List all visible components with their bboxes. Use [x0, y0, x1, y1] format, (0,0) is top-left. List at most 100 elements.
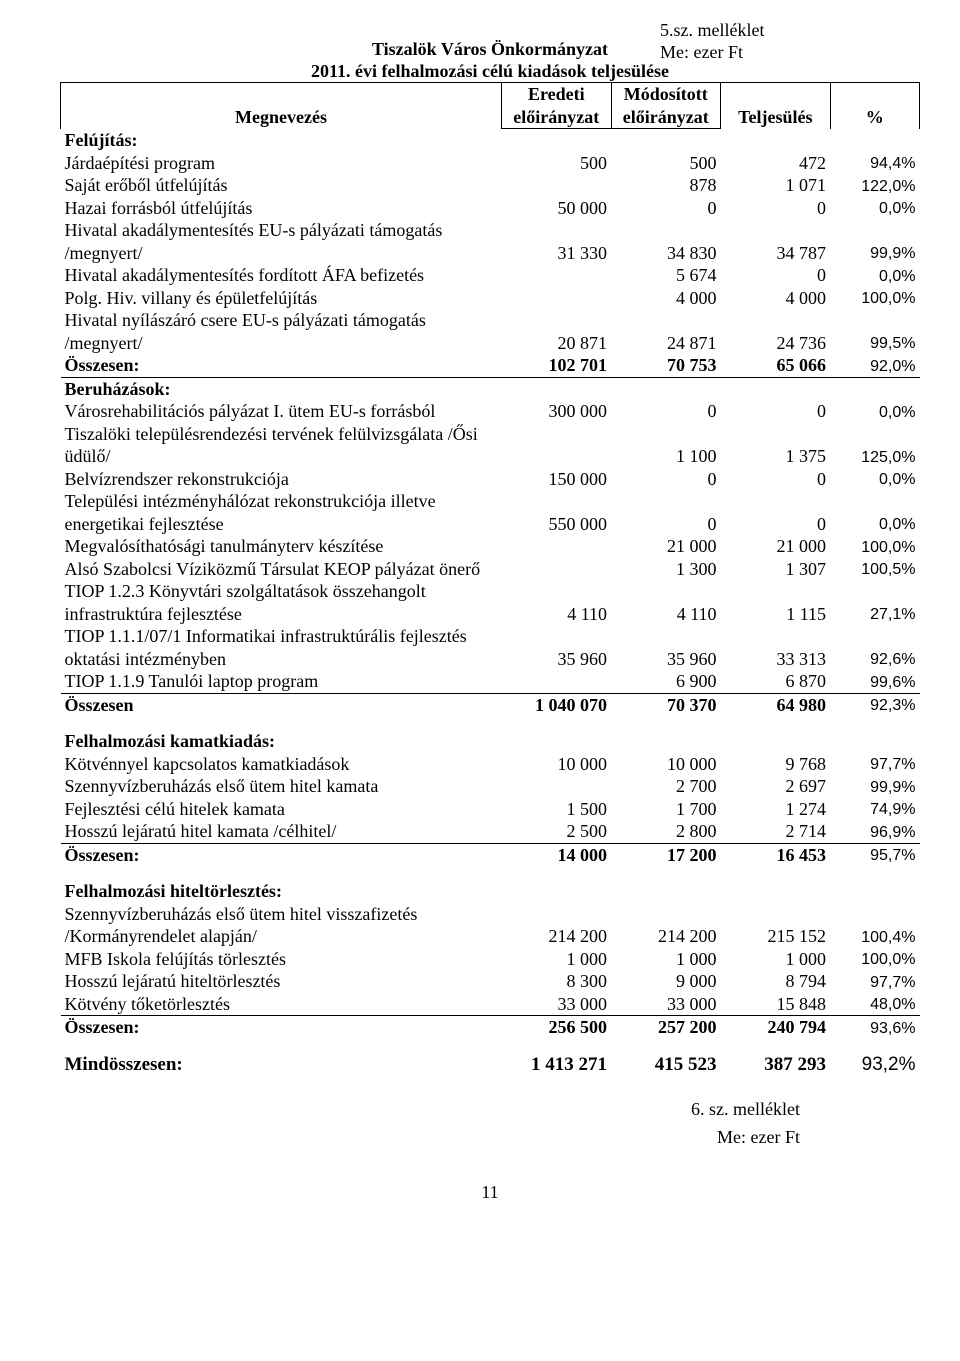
data-row: TIOP 1.2.3 Könyvtári szolgáltatások össz… [61, 580, 920, 625]
row-value: 70 753 [611, 354, 721, 377]
row-value: 0 [611, 197, 721, 220]
col-header-fulfilment: Teljesülés [721, 83, 831, 129]
row-label: Alsó Szabolcsi Víziközmű Társulat KEOP p… [61, 558, 502, 581]
row-value: 35 960 [502, 625, 612, 670]
row-percent: 99,5% [830, 309, 919, 354]
row-value: 65 066 [721, 354, 831, 377]
row-label: TIOP 1.1.1/07/1 Informatikai infrastrukt… [61, 625, 502, 670]
row-percent: 100,5% [830, 558, 919, 581]
row-percent: 92,0% [830, 354, 919, 377]
row-value: 8 300 [502, 970, 612, 993]
row-value: 257 200 [611, 1016, 721, 1039]
row-label: Kötvénnyel kapcsolatos kamatkiadások [61, 753, 502, 776]
row-label: Összesen: [61, 843, 502, 866]
row-value: 1 000 [502, 948, 612, 971]
row-value: 10 000 [611, 753, 721, 776]
row-value: 6 900 [611, 670, 721, 693]
section-title-row: Beruházások: [61, 377, 920, 400]
row-label: TIOP 1.2.3 Könyvtári szolgáltatások össz… [61, 580, 502, 625]
row-label: Polg. Hiv. villany és épületfelújítás [61, 287, 502, 310]
row-value: 9 768 [721, 753, 831, 776]
section-title: Felhalmozási hiteltörlesztés: [61, 880, 920, 903]
row-value [502, 287, 612, 310]
row-percent: 97,7% [830, 753, 919, 776]
row-percent: 93,2% [830, 1053, 919, 1077]
row-value: 31 330 [502, 219, 612, 264]
row-value: 35 960 [611, 625, 721, 670]
row-value: 34 830 [611, 219, 721, 264]
row-value: 20 871 [502, 309, 612, 354]
sum-row: Összesen1 040 07070 37064 98092,3% [61, 693, 920, 716]
row-percent: 0,0% [830, 197, 919, 220]
sum-row: Összesen:14 00017 20016 45395,7% [61, 843, 920, 866]
section-title-row: Felújítás: [61, 129, 920, 152]
row-label: Belvízrendszer rekonstrukciója [61, 468, 502, 491]
data-row: Megvalósíthatósági tanulmányterv készíté… [61, 535, 920, 558]
row-value: 24 871 [611, 309, 721, 354]
row-percent: 99,9% [830, 219, 919, 264]
row-percent: 0,0% [830, 400, 919, 423]
row-value [502, 174, 612, 197]
row-label: TIOP 1.1.9 Tanulói laptop program [61, 670, 502, 693]
row-value: 300 000 [502, 400, 612, 423]
row-value: 1 274 [721, 798, 831, 821]
data-row: Alsó Szabolcsi Víziközmű Társulat KEOP p… [61, 558, 920, 581]
row-value: 472 [721, 152, 831, 175]
col-header-modified-1: Módosított [611, 83, 721, 106]
row-value: 33 000 [502, 993, 612, 1016]
row-value: 150 000 [502, 468, 612, 491]
col-header-original-2: előirányzat [502, 106, 612, 129]
row-value: 2 714 [721, 820, 831, 843]
budget-table: Megnevezés Eredeti Módosított Teljesülés… [60, 82, 920, 1076]
row-value: 240 794 [721, 1016, 831, 1039]
data-row: TIOP 1.1.9 Tanulói laptop program6 9006 … [61, 670, 920, 693]
row-value: 1 375 [721, 423, 831, 468]
row-value: 550 000 [502, 490, 612, 535]
row-value: 387 293 [721, 1053, 831, 1077]
row-value: 214 200 [611, 903, 721, 948]
row-label: Megvalósíthatósági tanulmányterv készíté… [61, 535, 502, 558]
row-value: 0 [611, 490, 721, 535]
row-value: 0 [721, 490, 831, 535]
row-label: Összesen: [61, 354, 502, 377]
spacer-row [61, 866, 920, 880]
row-percent: 74,9% [830, 798, 919, 821]
row-value: 1 500 [502, 798, 612, 821]
data-row: Szennyvízberuházás első ütem hitel vissz… [61, 903, 920, 948]
row-label: Hazai forrásból útfelújítás [61, 197, 502, 220]
data-row: Hosszú lejáratú hitel kamata /célhitel/2… [61, 820, 920, 843]
data-row: Tiszalöki településrendezési tervének fe… [61, 423, 920, 468]
row-value: 33 313 [721, 625, 831, 670]
row-value: 4 110 [611, 580, 721, 625]
row-value: 1 000 [721, 948, 831, 971]
row-value: 1 000 [611, 948, 721, 971]
row-percent: 97,7% [830, 970, 919, 993]
row-value: 0 [721, 468, 831, 491]
row-label: Tiszalöki településrendezési tervének fe… [61, 423, 502, 468]
row-label: Szennyvízberuházás első ütem hitel vissz… [61, 903, 502, 948]
row-percent: 0,0% [830, 490, 919, 535]
row-value: 64 980 [721, 693, 831, 716]
row-value: 0 [611, 400, 721, 423]
row-value: 21 000 [721, 535, 831, 558]
row-label: Hivatal akadálymentesítés EU-s pályázati… [61, 219, 502, 264]
row-value: 0 [721, 197, 831, 220]
row-value: 102 701 [502, 354, 612, 377]
col-header-percent: % [830, 83, 919, 129]
data-row: Hosszú lejáratú hiteltörlesztés8 3009 00… [61, 970, 920, 993]
data-row: Szennyvízberuházás első ütem hitel kamat… [61, 775, 920, 798]
row-label: Hosszú lejáratú hitel kamata /célhitel/ [61, 820, 502, 843]
row-value: 1 115 [721, 580, 831, 625]
data-row: Hivatal akadálymentesítés fordított ÁFA … [61, 264, 920, 287]
row-value: 4 000 [611, 287, 721, 310]
section-title-row: Felhalmozási kamatkiadás: [61, 730, 920, 753]
col-header-modified-2: előirányzat [611, 106, 721, 129]
row-value: 16 453 [721, 843, 831, 866]
row-percent: 48,0% [830, 993, 919, 1016]
data-row: TIOP 1.1.1/07/1 Informatikai infrastrukt… [61, 625, 920, 670]
data-row: Hazai forrásból útfelújítás50 000000,0% [61, 197, 920, 220]
spacer-row [61, 1039, 920, 1053]
row-value: 214 200 [502, 903, 612, 948]
row-percent: 92,6% [830, 625, 919, 670]
row-value: 1 700 [611, 798, 721, 821]
